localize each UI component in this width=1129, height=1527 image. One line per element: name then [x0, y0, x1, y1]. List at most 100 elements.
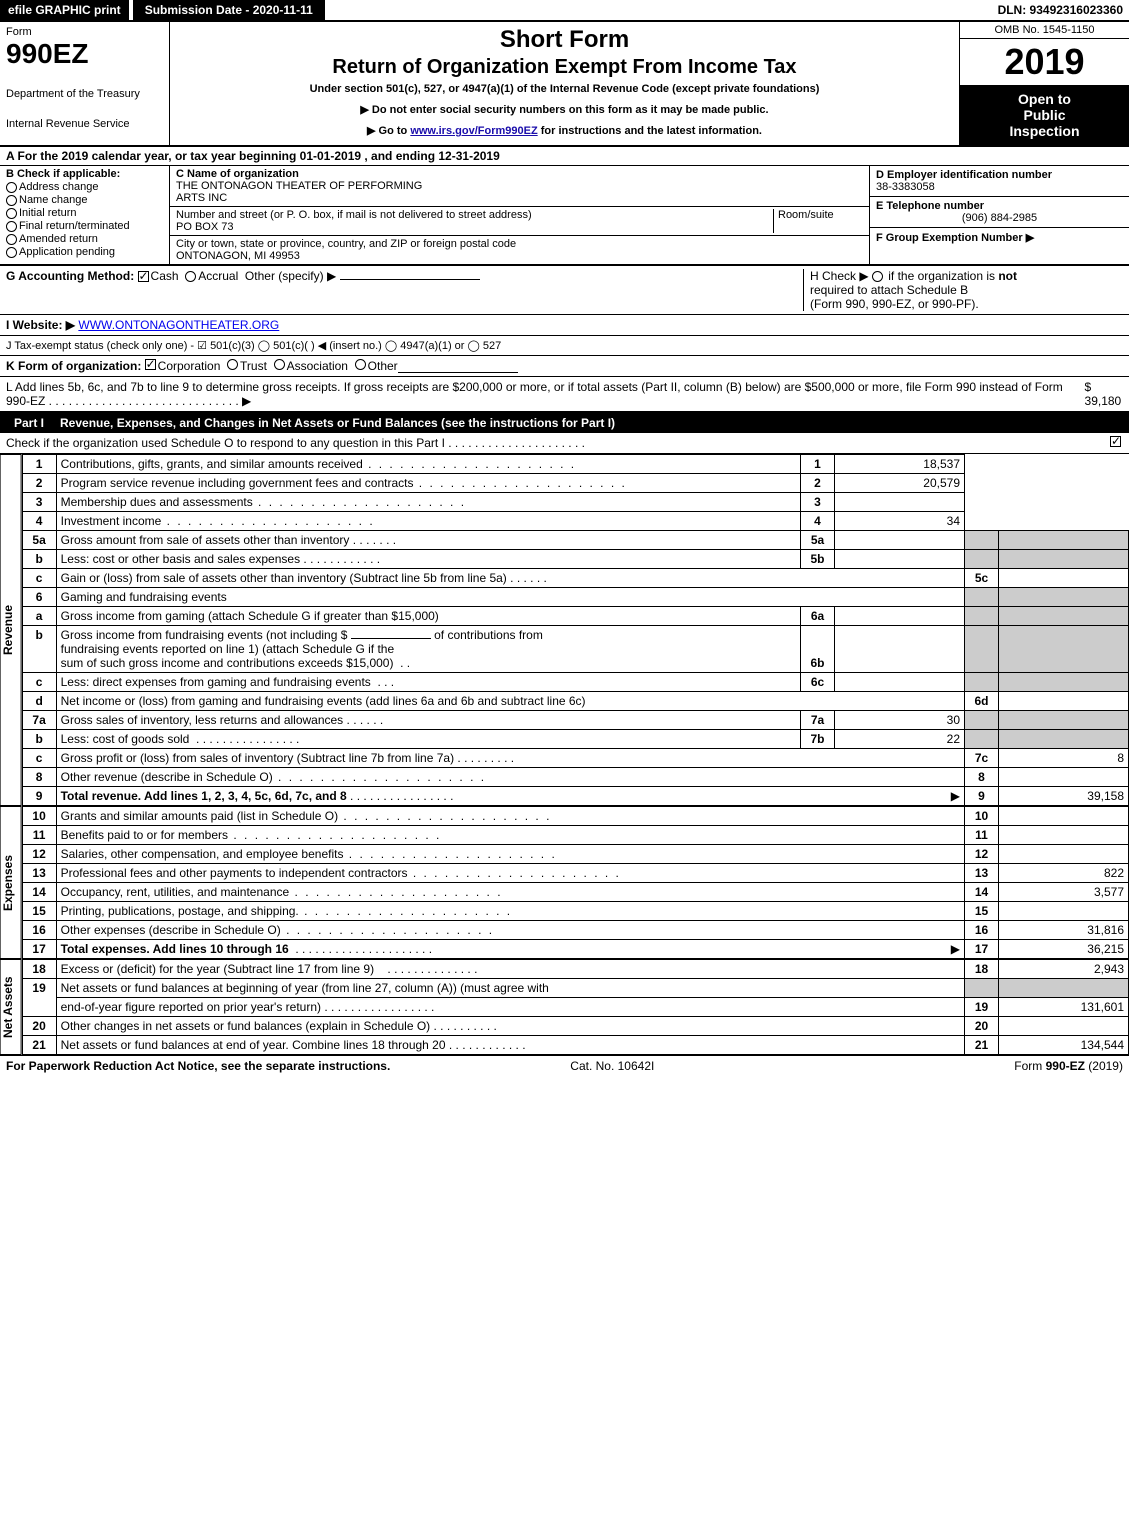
g-label: G Accounting Method:: [6, 269, 134, 283]
line-5c-amount: [999, 569, 1129, 588]
line-10-amount: [999, 807, 1129, 826]
other-org-input[interactable]: [398, 359, 518, 373]
line-19-shade1: [965, 979, 999, 998]
opt-amended-return: Amended return: [19, 233, 98, 245]
line-10-col: 10: [965, 807, 999, 826]
line-3-desc: Membership dues and assessments: [61, 495, 466, 509]
line-7c: cGross profit or (loss) from sales of in…: [22, 749, 1128, 768]
line-12-num: 12: [22, 845, 56, 864]
line-12-col: 12: [965, 845, 999, 864]
row-j: J Tax-exempt status (check only one) - ☑…: [0, 336, 1129, 356]
line-13-num: 13: [22, 864, 56, 883]
line-16-desc: Other expenses (describe in Schedule O): [61, 923, 494, 937]
row-g-h: G Accounting Method: Cash Accrual Other …: [0, 266, 1129, 315]
other-specify-input[interactable]: [340, 279, 480, 280]
tax-period: A For the 2019 calendar year, or tax yea…: [0, 147, 1129, 166]
part1-header: Part I Revenue, Expenses, and Changes in…: [0, 413, 1129, 433]
check-amended-return[interactable]: Amended return: [6, 233, 163, 245]
check-address-change[interactable]: Address change: [6, 181, 163, 193]
check-other-org[interactable]: [355, 359, 366, 370]
line-2: 2 Program service revenue including gover…: [22, 474, 1128, 493]
line-1-col: 1: [801, 455, 835, 474]
ssn-warning: ▶ Do not enter social security numbers o…: [178, 103, 951, 116]
row-k: K Form of organization: Corporation Trus…: [0, 356, 1129, 377]
check-corporation[interactable]: [145, 359, 156, 370]
section-c: C Name of organization THE ONTONAGON THE…: [170, 166, 869, 264]
check-cash[interactable]: [138, 271, 149, 282]
line-6b-blank[interactable]: [351, 638, 431, 639]
inspect-line1: Open to: [964, 91, 1125, 107]
line-5a-sublbl: 5a: [801, 531, 835, 550]
k-corp: Corporation: [158, 359, 221, 373]
line-7b-num: b: [22, 730, 56, 749]
check-accrual[interactable]: [185, 271, 196, 282]
irs-link[interactable]: www.irs.gov/Form990EZ: [410, 125, 537, 137]
line-2-desc: Program service revenue including govern…: [61, 476, 627, 490]
top-bar: efile GRAPHIC print Submission Date - 20…: [0, 0, 1129, 22]
line-6c-subamt: [835, 673, 965, 692]
section-f: F Group Exemption Number ▶: [870, 228, 1129, 247]
l-amount: $ 39,180: [1085, 380, 1123, 408]
inspection-badge: Open to Public Inspection: [960, 85, 1129, 145]
line-13-col: 13: [965, 864, 999, 883]
check-name-change[interactable]: Name change: [6, 194, 163, 206]
line-19-desc1: Net assets or fund balances at beginning…: [56, 979, 964, 998]
line-19-col: 19: [965, 998, 999, 1017]
org-name-row: C Name of organization THE ONTONAGON THE…: [170, 166, 869, 207]
header-center: Short Form Return of Organization Exempt…: [170, 22, 959, 145]
check-association[interactable]: [274, 359, 285, 370]
line-7b-subamt: 22: [835, 730, 965, 749]
line-10-desc: Grants and similar amounts paid (list in…: [61, 809, 552, 823]
opt-name-change: Name change: [19, 194, 88, 206]
line-18-col: 18: [965, 960, 999, 979]
check-application-pending[interactable]: Application pending: [6, 246, 163, 258]
line-16-amount: 31,816: [999, 921, 1129, 940]
website-link[interactable]: WWW.ONTONAGONTHEATER.ORG: [78, 318, 279, 332]
line-1: 1Contributions, gifts, grants, and simil…: [22, 455, 1128, 474]
inspect-line2: Public: [964, 107, 1125, 123]
city-value: ONTONAGON, MI 49953: [176, 250, 516, 262]
inspect-line3: Inspection: [964, 123, 1125, 139]
line-6c-num: c: [22, 673, 56, 692]
check-final-return[interactable]: Final return/terminated: [6, 220, 163, 232]
line-19-desc2: end-of-year figure reported on prior yea…: [61, 1000, 321, 1014]
line-5b-desc: Less: cost or other basis and sales expe…: [61, 552, 300, 566]
check-schedule-o[interactable]: [1110, 436, 1121, 447]
line-2-col: 2: [801, 474, 835, 493]
line-8-amount: [999, 768, 1129, 787]
goto-note: ▶ Go to www.irs.gov/Form990EZ for instru…: [178, 124, 951, 137]
line-7c-num: c: [22, 749, 56, 768]
netassets-side-label: Net Assets: [0, 959, 22, 1055]
line-1-num: 1: [22, 455, 56, 474]
f-label: F Group Exemption Number ▶: [876, 231, 1123, 244]
accrual-label: Accrual: [198, 269, 238, 283]
room-suite-label: Room/suite: [773, 209, 863, 233]
addr-label: Number and street (or P. O. box, if mail…: [176, 209, 773, 221]
main-title: Return of Organization Exempt From Incom…: [178, 56, 951, 79]
check-trust[interactable]: [227, 359, 238, 370]
goto-pre: ▶ Go to: [367, 125, 410, 137]
line-5b-shade2: [999, 550, 1129, 569]
line-6a-shade2: [999, 607, 1129, 626]
line-6c: cLess: direct expenses from gaming and f…: [22, 673, 1128, 692]
efile-print-button[interactable]: efile GRAPHIC print: [0, 0, 129, 20]
line-4-desc: Investment income: [61, 514, 375, 528]
section-b: B Check if applicable: Address change Na…: [0, 166, 170, 264]
org-name-1: THE ONTONAGON THEATER OF PERFORMING: [176, 180, 422, 192]
line-7b-sublbl: 7b: [801, 730, 835, 749]
line-5a-shade1: [965, 531, 999, 550]
line-6b-shade1: [965, 626, 999, 673]
line-21-desc: Net assets or fund balances at end of ye…: [61, 1038, 446, 1052]
check-h[interactable]: [872, 271, 883, 282]
line-7a-subamt: 30: [835, 711, 965, 730]
line-10: 10 Grants and similar amounts paid (list …: [22, 807, 1128, 826]
addr-value: PO BOX 73: [176, 221, 773, 233]
revenue-side-label: Revenue: [0, 454, 22, 806]
line-14-amount: 3,577: [999, 883, 1129, 902]
line-5c-desc: Gain or (loss) from sale of assets other…: [61, 571, 507, 585]
check-initial-return[interactable]: Initial return: [6, 207, 163, 219]
part1-label: Part I: [6, 416, 52, 430]
h-text4: (Form 990, 990-EZ, or 990-PF).: [810, 297, 979, 311]
line-9-desc: Total revenue. Add lines 1, 2, 3, 4, 5c,…: [61, 789, 347, 803]
line-9-num: 9: [22, 787, 56, 806]
